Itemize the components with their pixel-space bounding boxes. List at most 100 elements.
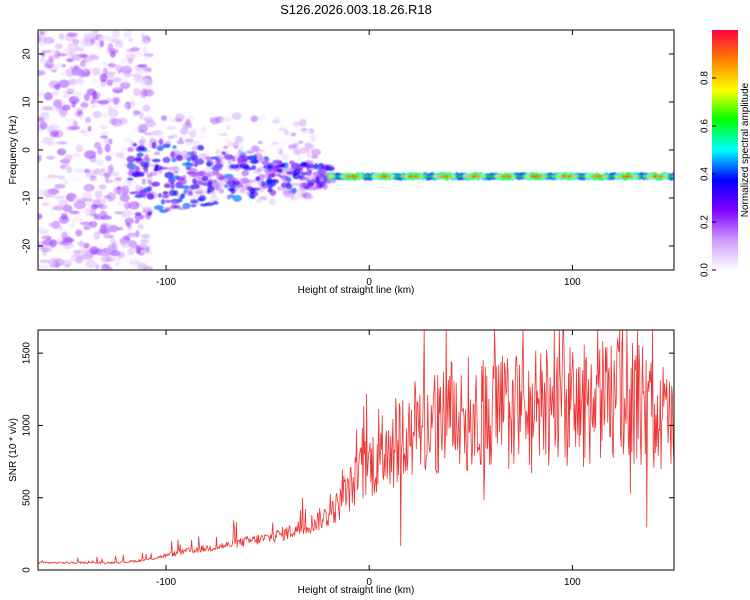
spectrogram-cell [41, 176, 49, 182]
spectrogram-cell [249, 188, 256, 194]
spectrogram-cell [39, 47, 45, 53]
spectrogram-cell [156, 145, 164, 152]
spectrogram-cell [132, 51, 143, 58]
spectrogram-cell [167, 166, 176, 171]
spectrogram-cell [285, 177, 292, 182]
spectrogram-cell [89, 104, 99, 109]
spectrogram-cell [111, 30, 120, 38]
spectrogram-cell [235, 135, 244, 144]
spectrogram-cell [206, 161, 212, 168]
spectrogram-cell [179, 127, 189, 135]
spectrogram-cell [164, 207, 172, 212]
spectrogram-cell [167, 135, 174, 140]
spectrogram-cell [102, 113, 108, 118]
snr-y-ticks: 0 500 1000 1500 [22, 342, 674, 573]
spectrogram-cell [230, 188, 236, 195]
spectrogram-cell [99, 73, 108, 83]
snr-y-label: SNR (10 * v/v) [8, 418, 19, 482]
spectrogram-cell [52, 99, 63, 108]
spectrogram-cell [145, 120, 156, 128]
spectrogram-cell [83, 209, 89, 215]
snr-x-ticks: -100 0 100 [156, 330, 581, 588]
spectrogram-cell [170, 204, 178, 210]
x-tick-label: 100 [564, 277, 581, 288]
y-tick-label: 1000 [22, 414, 33, 437]
spectrogram-cell [120, 81, 131, 90]
spectrogram-cell [198, 153, 208, 161]
spectrogram-cell [129, 191, 136, 195]
spectrogram-cell [69, 175, 77, 181]
spectrogram-cell [107, 244, 118, 253]
spectrogram-cell [130, 47, 140, 52]
spectrogram-cell [100, 135, 108, 139]
spectrogram-cell [162, 143, 171, 148]
spectrogram-cell [223, 145, 229, 149]
spectrogram-cell [192, 178, 197, 185]
spectrogram-cell [257, 115, 266, 122]
spectrogram-cell [221, 151, 226, 156]
spectrogram-cell [127, 224, 132, 228]
spectrogram-cell [104, 173, 110, 182]
spectrogram-cell [188, 172, 197, 178]
spectrogram-cell [49, 239, 58, 248]
colorbar-ticks: 0.0 0.2 0.4 0.6 0.8 [700, 71, 716, 277]
spectrogram-cell [290, 132, 297, 137]
spectrogram-cell [103, 195, 113, 199]
spectrogram-cell [75, 229, 83, 237]
spectrogram-cell [43, 198, 53, 207]
spectrogram-x-label: Height of straight line (km) [298, 285, 415, 296]
spectrogram-cell [292, 120, 300, 128]
spectrogram-cell [142, 157, 151, 162]
spectrogram-cell [282, 189, 290, 196]
spectrogram-cell [95, 158, 104, 166]
spectrogram-cell [311, 186, 320, 190]
spectrogram-cell [215, 148, 220, 155]
spectrogram-cell [73, 107, 86, 112]
spectrogram-cell [128, 257, 141, 262]
spectrogram-cell [58, 199, 68, 207]
spectrogram-cell [82, 131, 91, 137]
spectrogram-cell [142, 46, 148, 54]
spectrogram-cell [77, 240, 85, 247]
spectrogram-cell [181, 162, 192, 167]
spectrogram-cell [138, 199, 145, 204]
spectrogram-cell [139, 111, 144, 120]
spectrogram-cell [127, 146, 134, 153]
spectrogram-cell [215, 158, 221, 165]
spectrogram-cell [72, 53, 82, 61]
spectrogram-cell [191, 146, 199, 151]
spectrogram-cell [157, 193, 163, 198]
spectrogram-cell [202, 182, 212, 187]
spectrogram-cell [194, 159, 204, 165]
spectrogram-cell [199, 203, 208, 207]
spectrogram-cell [124, 217, 135, 225]
spectrogram-cell [64, 159, 70, 169]
spectrogram-cell [53, 141, 60, 145]
spectrogram-cell [113, 187, 119, 195]
spectrogram-cell [142, 104, 151, 112]
spectrogram-cell [247, 179, 258, 183]
spectrogram-cell [47, 124, 60, 132]
spectrogram-cell [80, 102, 89, 108]
spectrogram-cell [93, 178, 102, 182]
spectrogram-cell [152, 126, 159, 130]
spectrogram-cell [309, 134, 317, 143]
spectrogram-cell [43, 116, 51, 121]
spectrogram-cell [54, 183, 66, 189]
spectrogram-cell [49, 130, 59, 138]
spectrogram-cell [90, 100, 95, 104]
spectrogram-cell [59, 71, 67, 76]
spectrogram-cell [137, 129, 147, 134]
spectrogram-cell [151, 158, 161, 163]
spectrogram-cell [99, 131, 109, 136]
x-tick-label: 0 [366, 277, 372, 288]
spectrogram-cell [180, 193, 185, 199]
spectrogram-cell [190, 126, 198, 131]
spectrogram-cell [185, 118, 191, 127]
spectrogram-cell [227, 141, 234, 147]
spectrogram-cell [226, 124, 231, 131]
spectrogram-cell [210, 117, 220, 125]
spectrogram-cell [58, 108, 67, 118]
spectrogram-cell [204, 166, 212, 173]
spectrogram-cell [38, 91, 45, 97]
